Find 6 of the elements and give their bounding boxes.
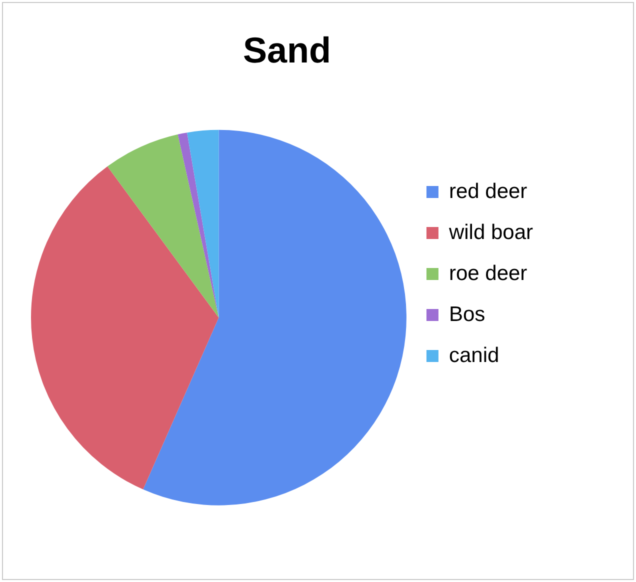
- legend-label: roe deer: [448, 262, 528, 285]
- legend-label: Bos: [448, 302, 486, 326]
- legend-label: red deer: [448, 180, 528, 203]
- chart-title: Sand: [242, 30, 332, 71]
- legend-label: wild boar: [448, 220, 534, 244]
- legend-label: canid: [448, 344, 500, 367]
